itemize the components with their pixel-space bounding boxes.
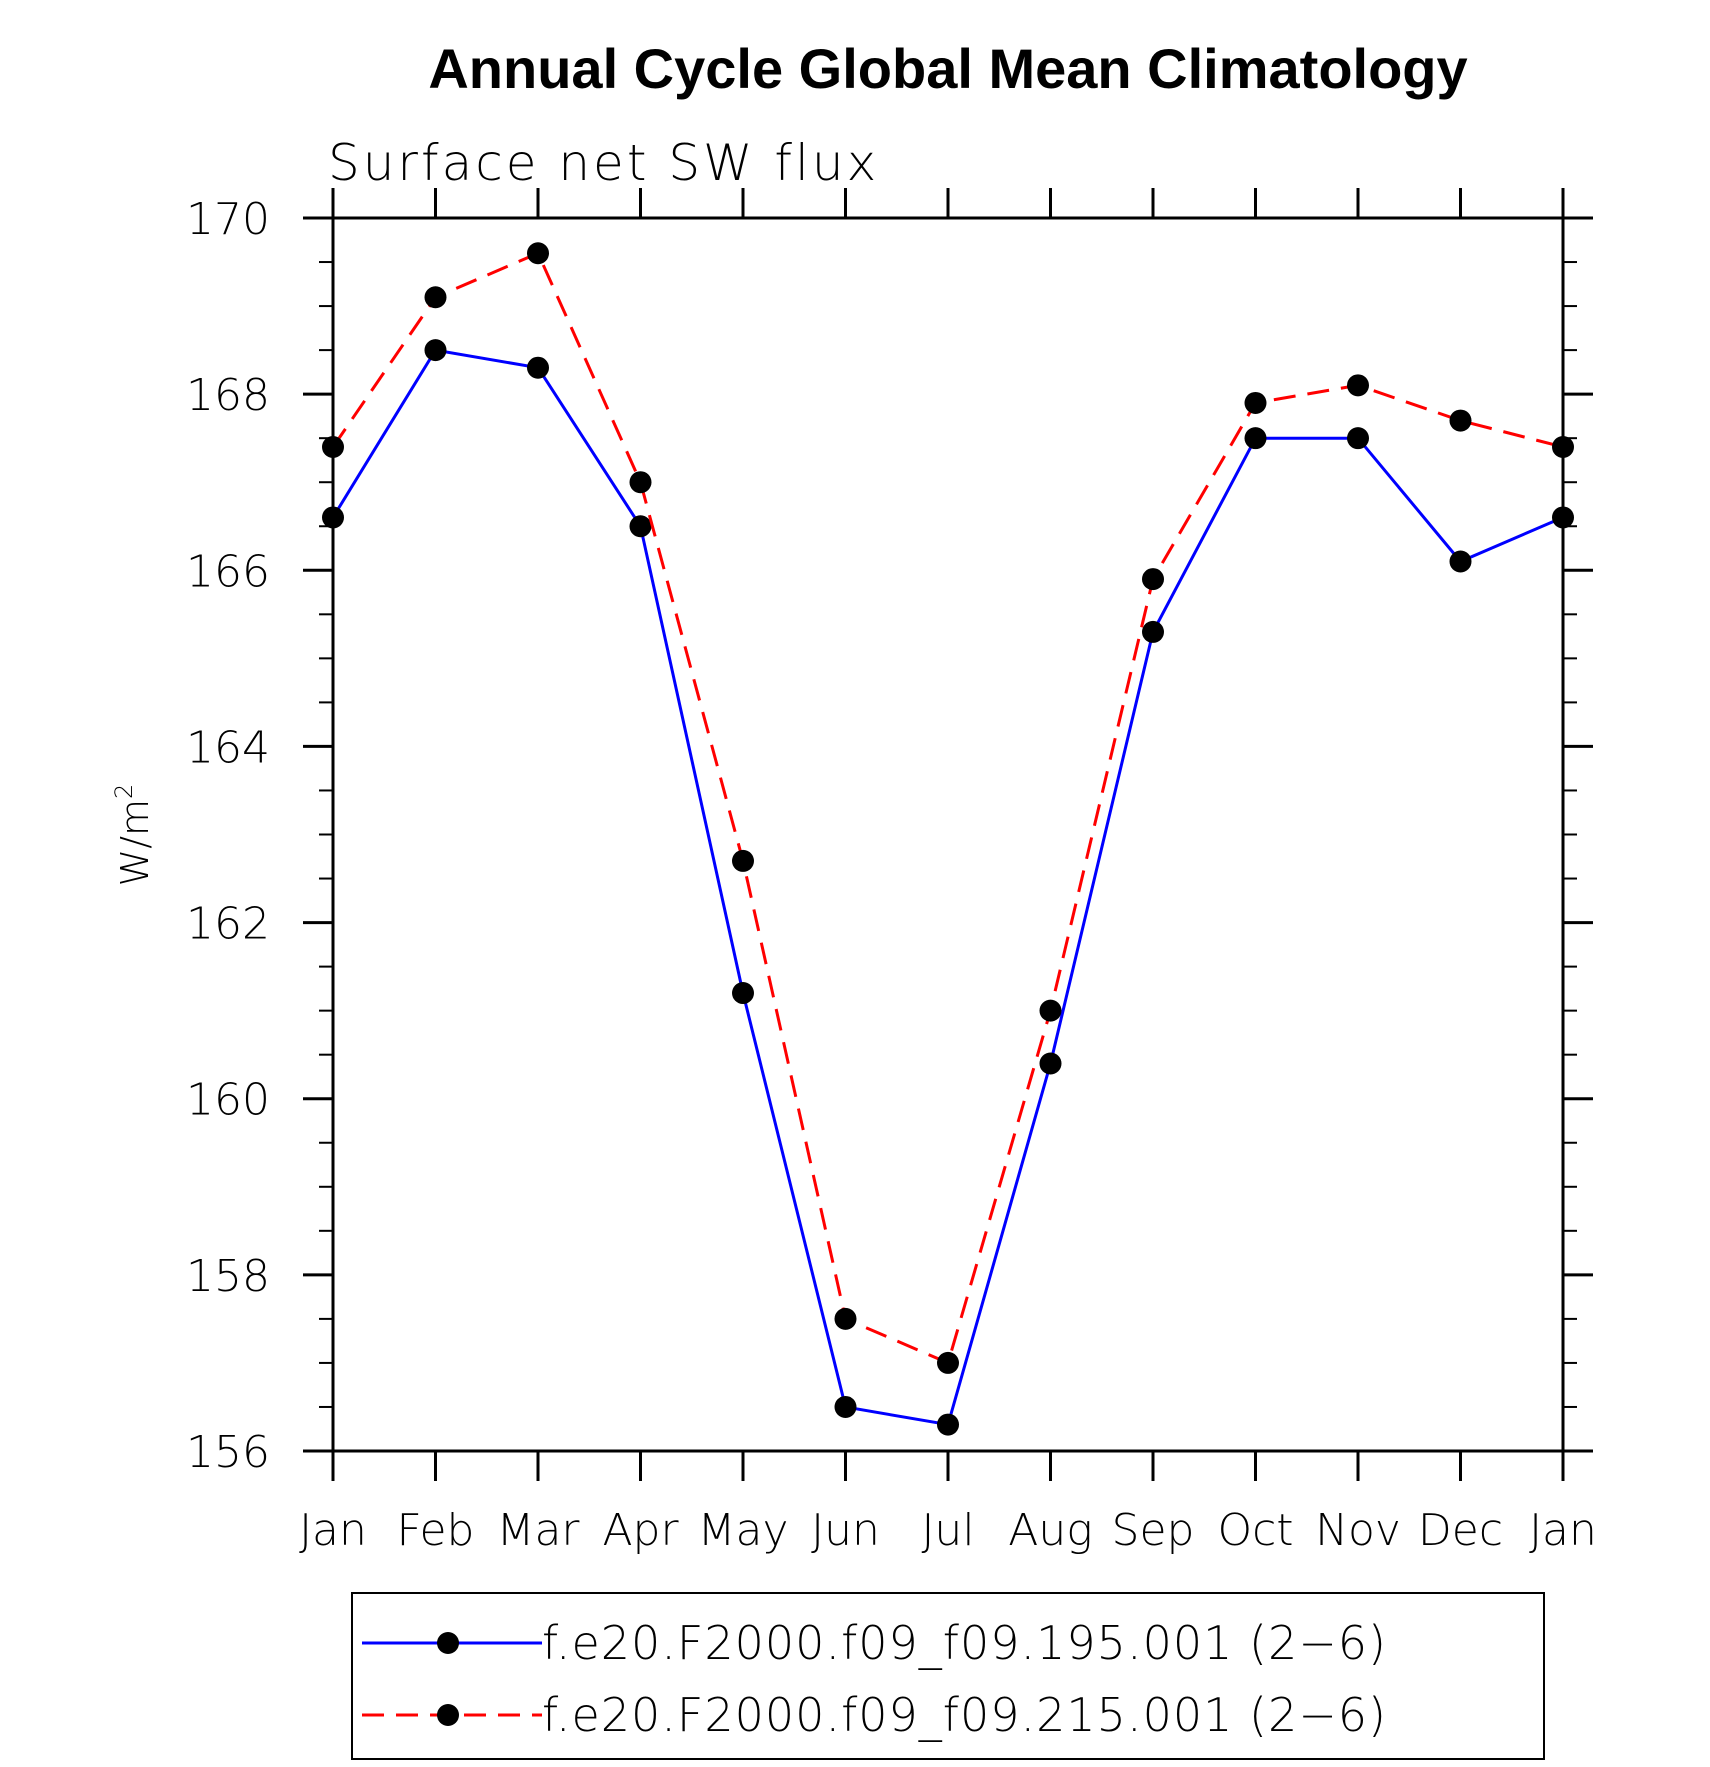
series-line bbox=[331, 348, 1564, 1427]
y-tick-label: 166 bbox=[186, 546, 270, 597]
chart-title: Annual Cycle Global Mean Climatology bbox=[428, 37, 1467, 100]
x-tick-label: Jan bbox=[1529, 1505, 1597, 1556]
x-tick-label: Jan bbox=[299, 1505, 367, 1556]
data-point bbox=[1347, 374, 1369, 397]
legend-box bbox=[351, 1592, 1545, 1760]
data-point bbox=[629, 515, 652, 538]
x-tick-label: Aug bbox=[1008, 1505, 1092, 1556]
series-1 bbox=[322, 339, 1574, 1436]
y-tick-label: 162 bbox=[186, 899, 270, 950]
data-point bbox=[527, 356, 549, 379]
y-tick-label: 164 bbox=[186, 722, 270, 773]
data-point bbox=[1244, 427, 1267, 450]
data-point bbox=[937, 1413, 959, 1436]
legend-label: f.e20.F2000.f09_f09.195.001 (2−6) bbox=[542, 1616, 1387, 1670]
legend-marker bbox=[437, 1704, 459, 1726]
data-point bbox=[1449, 409, 1472, 432]
x-tick-label: May bbox=[698, 1505, 789, 1556]
plot-axes: Jan Feb Mar Apr May Jun Jul Aug Sep Oct Nov Dec Jan 1… bbox=[186, 188, 1597, 1556]
x-tick-label: Dec bbox=[1418, 1505, 1503, 1556]
data-point bbox=[1039, 1052, 1062, 1075]
data-point bbox=[937, 1351, 959, 1374]
data-point bbox=[1142, 620, 1164, 643]
data-point bbox=[1244, 391, 1267, 414]
data-point bbox=[1347, 427, 1369, 450]
series-2 bbox=[322, 242, 1574, 1374]
data-point bbox=[834, 1395, 857, 1418]
legend-entry: f.e20.F2000.f09_f09.215.001 (2−6) bbox=[362, 1688, 1387, 1742]
series-line bbox=[331, 251, 1564, 1365]
data-point bbox=[732, 849, 754, 872]
y-tick-label: 158 bbox=[186, 1251, 270, 1302]
data-point bbox=[424, 339, 447, 362]
x-tick-label: Jul bbox=[921, 1505, 974, 1556]
x-tick-label: Mar bbox=[496, 1505, 580, 1556]
data-point bbox=[1552, 506, 1574, 529]
x-tick-label: Jun bbox=[811, 1505, 880, 1556]
data-point bbox=[322, 435, 344, 458]
data-point bbox=[1039, 999, 1062, 1022]
data-point bbox=[732, 982, 754, 1005]
chart-subtitle: Surface net SW flux bbox=[328, 134, 879, 192]
y-tick-label: 168 bbox=[186, 370, 270, 421]
legend-label: f.e20.F2000.f09_f09.215.001 (2−6) bbox=[542, 1688, 1387, 1742]
data-point bbox=[424, 286, 447, 309]
y-tick-label: 160 bbox=[186, 1075, 270, 1126]
legend-marker bbox=[437, 1632, 459, 1654]
data-point bbox=[1142, 568, 1164, 591]
data-point bbox=[1552, 435, 1574, 458]
legend-entry: f.e20.F2000.f09_f09.195.001 (2−6) bbox=[362, 1616, 1387, 1670]
x-tick-label: Feb bbox=[397, 1505, 475, 1556]
plot-frame bbox=[331, 216, 1565, 1453]
y-axis-label-superscript: 2 bbox=[110, 784, 138, 799]
x-tick-label: Apr bbox=[602, 1505, 679, 1556]
y-axis-label: W/m2 bbox=[110, 784, 157, 887]
y-axis-label-text: W/m bbox=[113, 799, 157, 886]
x-tick-label: Oct bbox=[1217, 1505, 1293, 1556]
series-layer bbox=[322, 242, 1574, 1436]
y-tick-label: 156 bbox=[186, 1427, 270, 1478]
svg-text:W/m2: W/m2 bbox=[110, 784, 157, 887]
legend: f.e20.F2000.f09_f09.195.001 (2−6) f.e20.F… bbox=[351, 1592, 1545, 1760]
data-point bbox=[1449, 550, 1472, 573]
data-point bbox=[527, 242, 549, 265]
y-tick-label: 170 bbox=[186, 194, 270, 245]
x-tick-label: Sep bbox=[1112, 1505, 1195, 1556]
data-point bbox=[629, 471, 652, 494]
data-point bbox=[322, 506, 344, 529]
x-tick-label: Nov bbox=[1315, 1505, 1401, 1556]
data-point bbox=[834, 1307, 857, 1330]
